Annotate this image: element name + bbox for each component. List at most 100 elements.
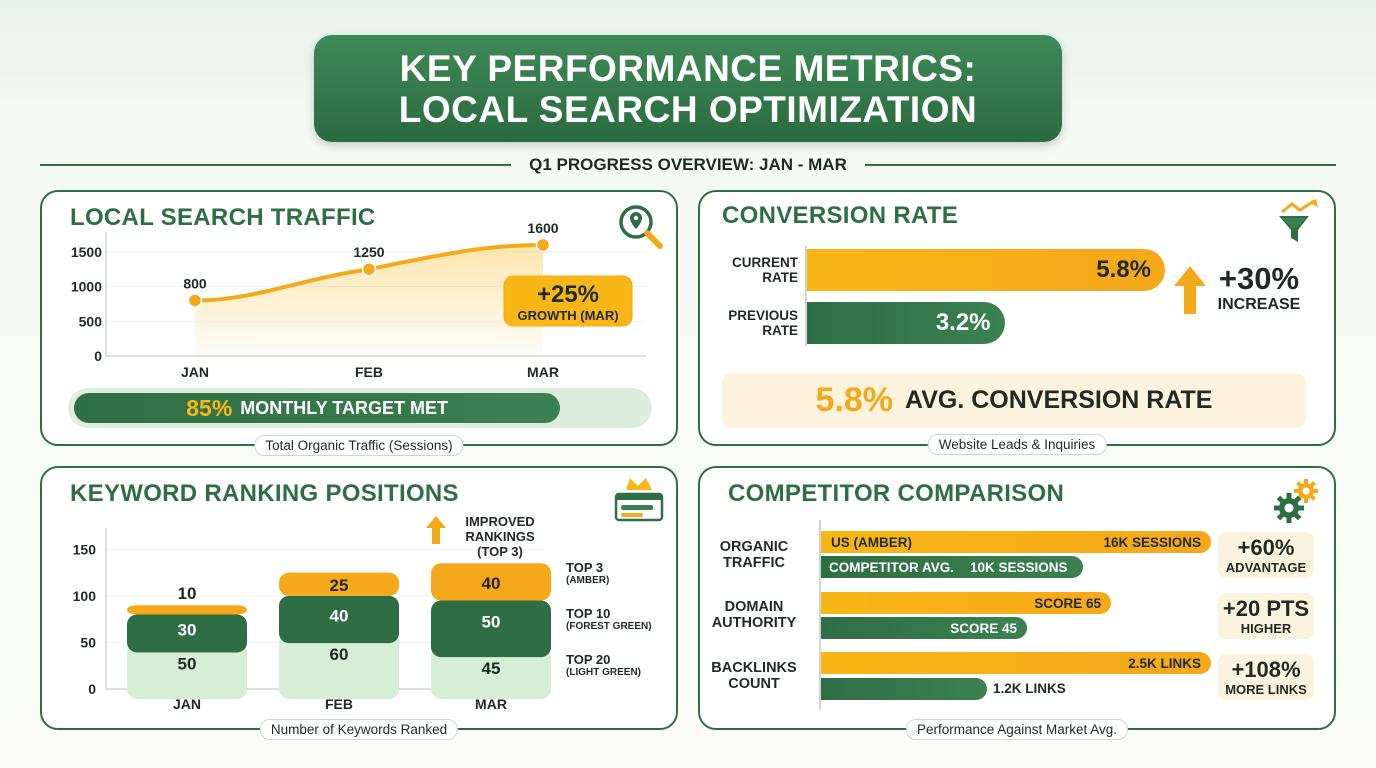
competitor-backlinks-value: 1.2K LINKS [993, 681, 1066, 696]
traffic-x-tick: JAN [181, 364, 209, 380]
keywords-bar-label: 25 [330, 576, 349, 595]
backlinks-more-value: +108% [1231, 656, 1301, 682]
keywords-x-tick: JAN [173, 696, 201, 712]
growth-callout [503, 275, 633, 327]
keywords-bar-label: 40 [482, 574, 501, 593]
keywords-bar-label: 45 [482, 659, 501, 678]
keywords-bar-label: 40 [330, 607, 349, 626]
keywords-title: KEYWORD RANKING POSITIONS [70, 480, 459, 507]
traffic-point [187, 293, 203, 308]
keywords-caption: Number of Keywords Ranked [259, 719, 459, 740]
competitor-authority-value: SCORE 45 [950, 620, 1017, 636]
conversion-title: CONVERSION RATE [722, 202, 959, 229]
page-title: KEY PERFORMANCE METRICS: LOCAL SEARCH OP… [314, 35, 1062, 142]
us-backlinks-bar: 2.5K LINKS [821, 652, 1211, 674]
keywords-panel: KEYWORD RANKING POSITIONS 0 50 100 150 50 30 1… [40, 466, 678, 740]
competitor-caption: Performance Against Market Avg. [905, 719, 1129, 740]
conversion-caption: Website Leads & Inquiries [927, 434, 1107, 455]
improved-line-2: RANKINGS (TOP 3) [465, 529, 535, 559]
subtitle: Q1 PROGRESS OVERVIEW: JAN - MAR [529, 155, 847, 174]
keywords-y-tick: 150 [73, 541, 97, 557]
keywords-bar-segment [279, 633, 399, 699]
traffic-data-label: 1250 [353, 244, 384, 260]
row-authority-label: DOMAIN AUTHORITY [705, 599, 803, 631]
us-traffic-label: US (AMBER) [831, 534, 912, 550]
competitor-traffic-label: COMPETITOR AVG. [829, 559, 955, 575]
row-backlinks-label: BACKLINKS COUNT [705, 660, 803, 692]
conversion-axis [805, 246, 807, 346]
keywords-bar-segment [431, 600, 551, 658]
competitor-traffic-value: 10K SESSIONS [970, 559, 1068, 575]
improved-note: IMPROVED RANKINGS (TOP 3) [450, 514, 550, 559]
row-backlinks-label-1: BACKLINKS [711, 660, 797, 676]
us-authority-value: SCORE 65 [1034, 595, 1101, 611]
crown-browser-icon [612, 474, 666, 524]
current-rate-label-1: CURRENT [732, 255, 798, 270]
gears-icon [1272, 476, 1322, 526]
avg-conversion-box: 5.8% AVG. CONVERSION RATE [722, 373, 1306, 428]
keywords-bar-label: 50 [178, 654, 197, 673]
title-line-2: LOCAL SEARCH OPTIMIZATION [398, 88, 978, 130]
keywords-bar-label: 50 [482, 613, 501, 632]
traffic-caption: Total Organic Traffic (Sessions) [254, 435, 464, 456]
legend-top10-desc: (FOREST GREEN) [566, 621, 652, 632]
competitor-authority-bar: SCORE 45 [821, 617, 1027, 639]
traffic-chart: 0 500 1000 1500 800 JAN 1250 FEB 1600 MAR +25%GROW… [71, 220, 646, 380]
growth-label: GROWTH (MAR) [517, 308, 618, 323]
keywords-y-tick: 100 [73, 588, 97, 604]
growth-value: +25% [537, 281, 599, 308]
previous-rate-label-2: RATE [762, 323, 798, 338]
authority-higher-label: HIGHER [1240, 620, 1292, 636]
previous-rate-value: 3.2% [935, 309, 991, 336]
traffic-point [535, 237, 551, 253]
legend-top3-name: TOP 3 [566, 560, 604, 575]
row-traffic-label: ORGANIC TRAFFIC [705, 539, 803, 571]
row-traffic-label-2: TRAFFIC [722, 555, 785, 571]
previous-rate-label-1: PREVIOUS [728, 308, 798, 323]
traffic-y-tick: 500 [79, 313, 103, 329]
increase-block: +30% INCREASE [1210, 262, 1308, 314]
keywords-bar-segment [431, 647, 551, 699]
legend-top20-desc: (LIGHT GREEN) [566, 667, 641, 678]
divider-right [864, 164, 1336, 166]
keywords-chart: 0 50 100 150 50 30 10 JAN 60 40 25 FEB 45 50 40 MAR [73, 528, 551, 712]
traffic-panel: LOCAL SEARCH TRAFFIC 0 500 1000 1500 800 JAN 1… [40, 190, 678, 456]
competitor-traffic-bar: COMPETITOR AVG. 10K SESSIONS [821, 556, 1083, 578]
current-rate-label-2: RATE [762, 270, 798, 285]
authority-higher-value: +20 PTS [1222, 595, 1310, 621]
avg-conversion-label: AVG. CONVERSION RATE [905, 386, 1213, 414]
competitor-axis [819, 520, 821, 710]
traffic-data-label: 1600 [527, 220, 558, 236]
traffic-x-tick: FEB [355, 364, 383, 380]
target-progress-fill: 85% MONTHLY TARGET MET [74, 393, 561, 423]
title-line-1: KEY PERFORMANCE METRICS: [399, 47, 977, 89]
us-authority-bar: SCORE 65 [821, 592, 1111, 614]
row-traffic-label-1: ORGANIC [719, 539, 789, 555]
row-authority-label-1: DOMAIN [724, 599, 784, 615]
keywords-bar-segment [127, 642, 247, 699]
competitor-backlinks-bar [821, 678, 987, 700]
funnel-trend-icon [1276, 198, 1322, 248]
traffic-title: LOCAL SEARCH TRAFFIC [70, 204, 376, 231]
traffic-y-tick: 1000 [71, 279, 102, 295]
keywords-bar-segment [279, 572, 399, 596]
keywords-y-tick: 50 [80, 634, 96, 650]
current-rate-bar: 5.8% [807, 249, 1165, 291]
traffic-data-label: 800 [183, 275, 207, 291]
current-rate-label: CURRENT RATE [700, 255, 798, 285]
target-label: MONTHLY TARGET MET [240, 397, 448, 418]
us-backlinks-value: 2.5K LINKS [1128, 655, 1201, 671]
legend-item-top20: TOP 20 (LIGHT GREEN) [566, 652, 641, 678]
keywords-bar-label: 60 [330, 645, 349, 664]
traffic-y-tick: 0 [94, 348, 102, 364]
competitor-title: COMPETITOR COMPARISON [728, 480, 1065, 507]
keywords-bar-segment [279, 595, 399, 644]
authority-higher-badge: +20 PTS HIGHER [1218, 593, 1314, 639]
legend-top10-name: TOP 10 [566, 606, 611, 621]
previous-rate-bar: 3.2% [807, 302, 1005, 344]
increase-arrow-icon [1174, 266, 1206, 314]
improved-line-1: IMPROVED [465, 514, 535, 529]
keywords-y-tick: 0 [88, 681, 96, 697]
traffic-advantage-badge: +60% ADVANTAGE [1218, 532, 1314, 578]
keywords-bar-segment [431, 563, 551, 601]
